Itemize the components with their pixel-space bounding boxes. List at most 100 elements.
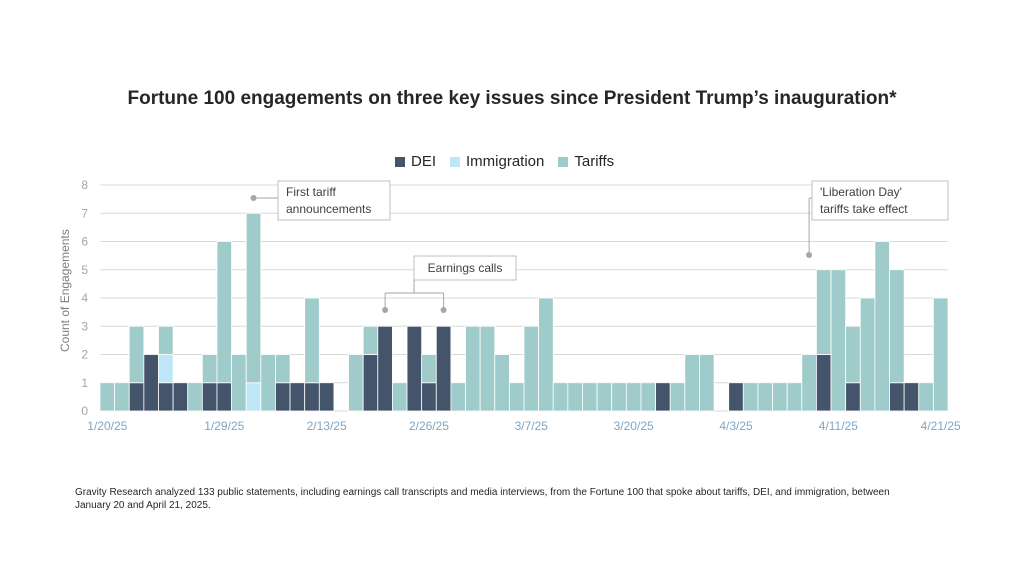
x-tick-label: 2/26/25 (409, 419, 449, 433)
bar-dei (289, 382, 306, 412)
bar-dei (903, 382, 920, 412)
bar-tariffs (187, 382, 203, 412)
bar-dei (655, 382, 671, 412)
bar-dei (275, 382, 291, 412)
footnote: Gravity Research analyzed 133 public sta… (75, 487, 890, 511)
bar-tariffs (830, 269, 847, 412)
bar-tariffs (392, 382, 408, 412)
bar-immigration (245, 382, 262, 412)
y-tick-label: 3 (81, 319, 88, 333)
bar-tariffs (859, 297, 876, 412)
bar-dei (845, 382, 861, 412)
bar-dei (728, 382, 744, 412)
bar-tariffs (845, 325, 861, 384)
legend-swatch-immigration (450, 156, 461, 167)
bar-dei (143, 354, 159, 412)
legend-swatch-dei (395, 156, 405, 167)
bar-dei (158, 382, 174, 412)
bar-tariffs (362, 325, 379, 355)
legend-label-tariffs: Tariffs (574, 153, 615, 170)
bar-tariffs (128, 325, 145, 384)
bar-tariffs (114, 382, 130, 412)
bar-tariffs (231, 354, 247, 412)
bar-dei (304, 382, 320, 412)
bar-dei (216, 382, 232, 412)
annotation-dot (382, 307, 389, 313)
bar-tariffs (158, 325, 174, 355)
bar-immigration (158, 354, 174, 384)
annotation-box (413, 255, 517, 281)
y-tick-label: 5 (81, 263, 88, 277)
y-tick-label: 1 (81, 376, 88, 390)
annotation-text: announcements (286, 202, 371, 216)
bar-tariffs (932, 297, 949, 412)
bar-tariffs (567, 382, 583, 412)
bar-dei (406, 325, 423, 412)
bar-tariffs (465, 325, 481, 412)
bar-dei (128, 382, 145, 412)
bar-tariffs (625, 382, 642, 412)
x-tick-label: 2/13/25 (307, 419, 347, 433)
y-tick-label: 2 (81, 348, 88, 362)
bar-tariffs (99, 382, 116, 412)
legend-item-tariffs: Tariffs (558, 153, 614, 170)
bar-tariffs (786, 382, 803, 412)
annotation-text: First tariff (286, 185, 336, 199)
bar-tariffs (304, 297, 320, 384)
y-tick-label: 0 (81, 404, 88, 418)
bar-tariffs (201, 354, 218, 384)
bar-tariffs (684, 354, 700, 412)
bar-tariffs (757, 382, 773, 412)
bar-tariffs (742, 382, 759, 412)
bar-dei (816, 354, 832, 412)
bar-tariffs (245, 212, 262, 384)
bar-tariffs (450, 382, 466, 412)
bar-dei (362, 354, 379, 412)
annotation-box (811, 180, 949, 221)
bar-tariffs (523, 325, 540, 412)
bar-dei (377, 325, 393, 412)
x-tick-label: 4/21/25 (921, 419, 961, 433)
bar-tariffs (421, 354, 437, 384)
x-tick-label: 4/11/25 (819, 419, 858, 433)
bar-dei (421, 382, 437, 412)
bar-dei (435, 325, 452, 412)
bar-tariffs (801, 354, 817, 412)
annotation-dot (806, 252, 813, 258)
legend-item-immigration: Immigration (450, 153, 544, 170)
bar-tariffs (816, 269, 832, 355)
bar-tariffs (216, 241, 232, 384)
bar-tariffs (479, 325, 496, 412)
bar-tariffs (918, 382, 934, 412)
y-tick-label: 6 (81, 235, 88, 249)
annotation-box (277, 180, 391, 221)
bar-tariffs (582, 382, 598, 412)
legend-swatch-tariffs (558, 156, 569, 167)
bar-tariffs (260, 354, 276, 412)
legend: DEI Immigration Tariffs (395, 153, 628, 170)
bar-tariffs (275, 354, 291, 384)
bar-tariffs (772, 382, 788, 412)
bar-tariffs (494, 354, 510, 412)
bar-tariffs (640, 382, 656, 412)
y-tick-label: 7 (81, 206, 88, 220)
bar-tariffs (889, 269, 905, 384)
y-tick-label: 8 (81, 178, 88, 192)
bar-tariffs (538, 297, 554, 412)
bar-tariffs (508, 382, 525, 412)
annotation-text: tariffs take effect (820, 202, 908, 216)
bar-tariffs (596, 382, 613, 412)
bar-tariffs (611, 382, 627, 412)
bar-tariffs (552, 382, 569, 412)
bar-tariffs (348, 354, 364, 412)
bar-tariffs (669, 382, 686, 412)
x-tick-label: 3/7/25 (515, 419, 549, 433)
annotation-text: Earnings calls (428, 261, 503, 275)
legend-label-dei: DEI (411, 153, 437, 170)
bar-dei (172, 382, 189, 412)
x-tick-label: 1/29/25 (204, 419, 244, 433)
bar-dei (889, 382, 905, 412)
bar-tariffs (699, 354, 715, 412)
bar-dei (201, 382, 218, 412)
